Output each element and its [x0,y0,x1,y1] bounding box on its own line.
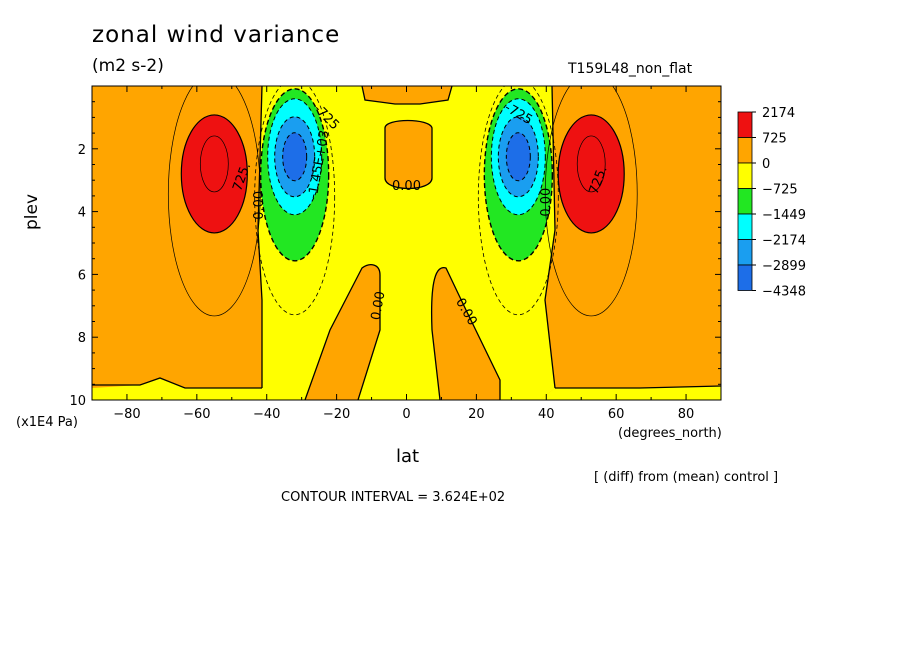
x-tick-label: −80 [113,407,140,422]
chart-units: (m2 s-2) [92,56,164,76]
zero-contour [257,86,556,389]
colorbar-swatch [737,264,753,291]
top-positive-strip [362,86,452,104]
colorbar-label: 725 [762,132,787,147]
negative-contour [274,116,316,198]
x-axis-label: lat [396,446,420,467]
y-tick-label: 8 [78,331,86,346]
run-label: T159L48_non_flat [568,61,693,77]
positive-inner-contour [576,135,606,193]
contour-label: 0.00 [252,191,267,220]
positive-contour-725 [167,86,261,317]
negative-contour [505,132,531,182]
contour-label: 0.00 [539,188,554,217]
zero-contour [430,267,501,400]
negative-contour [267,98,323,216]
colorbar-label: −4348 [762,285,806,300]
south-positive-core [180,114,248,234]
colorbar-label: 2174 [762,106,795,121]
positive-contour-725 [544,86,638,317]
contour-label: 0.00 [392,179,421,194]
negative-contour-weak [477,86,559,316]
zero-contour [92,377,721,389]
band-neg725-to-0 [258,86,555,400]
x-tick-label: 0 [402,407,410,422]
colorbar-label: 0 [762,157,770,172]
lower-right-positive-tongue [431,267,500,400]
x-tick-label: 40 [538,407,555,422]
y-tick-label: 2 [78,143,86,158]
contour-label: 0.00 [369,290,389,321]
negative-contour [490,98,546,216]
x-tick-label: 80 [678,407,695,422]
equatorial-positive-cell [385,120,432,189]
contour-lines [92,86,721,400]
x-tick-label: 60 [608,407,625,422]
colorbar-label: −2174 [762,234,806,249]
colorbar-swatch [737,239,753,266]
colorbar: 2174 725 0 −725 −1449 −2174 −2899 −4348 [737,106,806,300]
colorbar-swatch [737,111,753,138]
y-axis-units: (x1E4 Pa) [16,415,78,430]
surface-patch-south [92,378,262,400]
y-tick-label: 4 [78,206,86,221]
x-tick-label: 20 [468,407,485,422]
lower-left-positive-tongue [305,264,380,400]
x-tick-label: −60 [183,407,210,422]
surface-patch-north [540,386,721,400]
negative-contour-outer [483,88,554,262]
y-axis-ticks: 2 4 6 8 10 [69,101,721,409]
colorbar-swatch [737,137,753,164]
x-axis-units: (degrees_north) [618,426,722,441]
diff-note: [ (diff) from (mean) control ] [594,470,779,485]
north-negative-band-3 [506,132,531,181]
x-tick-label: −20 [323,407,350,422]
contour-interval: CONTOUR INTERVAL = 3.624E+02 [281,490,506,505]
zero-contour [304,264,381,400]
colorbar-label: −725 [762,183,798,198]
negative-contour [497,116,539,198]
x-tick-label: −40 [253,407,280,422]
shaded-field [92,86,721,400]
south-negative-band-3 [282,132,307,181]
y-tick-label: 10 [69,394,86,409]
colorbar-swatch [737,213,753,240]
colorbar-swatch [737,162,753,189]
north-positive-core [557,114,625,234]
zero-contour [361,86,453,105]
negative-contour-outer [259,88,330,262]
negative-contour-weak [254,86,336,316]
negative-contour [282,132,308,182]
colorbar-label: −1449 [762,208,806,223]
y-tick-label: 6 [78,268,86,283]
chart-title: zonal wind variance [92,22,341,48]
positive-inner-contour [199,135,229,193]
colorbar-swatch [737,188,753,215]
zero-contour [384,119,433,190]
colorbar-label: −2899 [762,259,806,274]
